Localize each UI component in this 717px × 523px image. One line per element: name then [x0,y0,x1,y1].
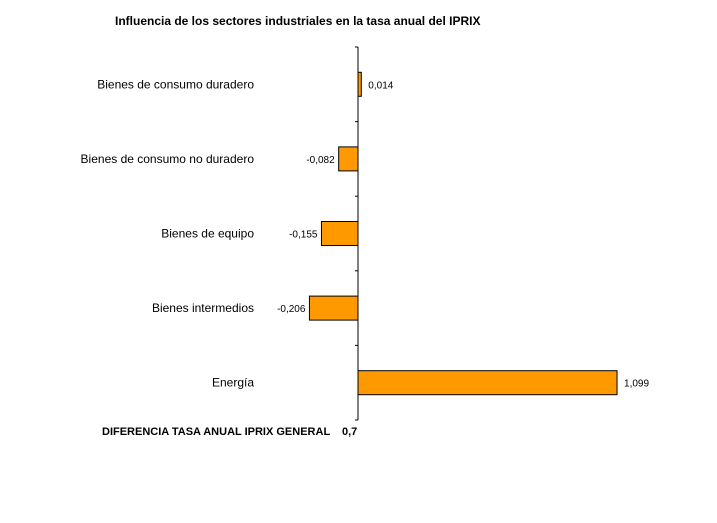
general-difference-label: DIFERENCIA TASA ANUAL IPRIX GENERAL [102,426,331,438]
chart-title: Influencia de los sectores industriales … [115,14,481,28]
bars-layer [308,71,618,396]
value-label-0: 0,014 [368,80,393,91]
bar-3 [308,295,359,321]
bar-4 [357,370,618,396]
labels-layer: Bienes de consumo duradero 0,014 Bienes de… [81,77,650,389]
general-difference-value: 0,7 [342,426,358,438]
category-label-2: Bienes de equipo [161,227,254,241]
category-label-1: Bienes de consumo no duradero [81,152,255,166]
category-label-0: Bienes de consumo duradero [97,77,254,91]
bar-2 [320,221,359,246]
value-label-1: -0,082 [306,155,335,166]
value-label-4: 1,099 [624,379,649,390]
bar-1 [338,146,359,172]
category-label-4: Energía [212,376,254,390]
axis-layer [355,46,359,421]
value-label-2: -0,155 [289,230,318,241]
category-label-3: Bienes intermedios [152,301,254,315]
value-label-3: -0,206 [277,304,306,315]
